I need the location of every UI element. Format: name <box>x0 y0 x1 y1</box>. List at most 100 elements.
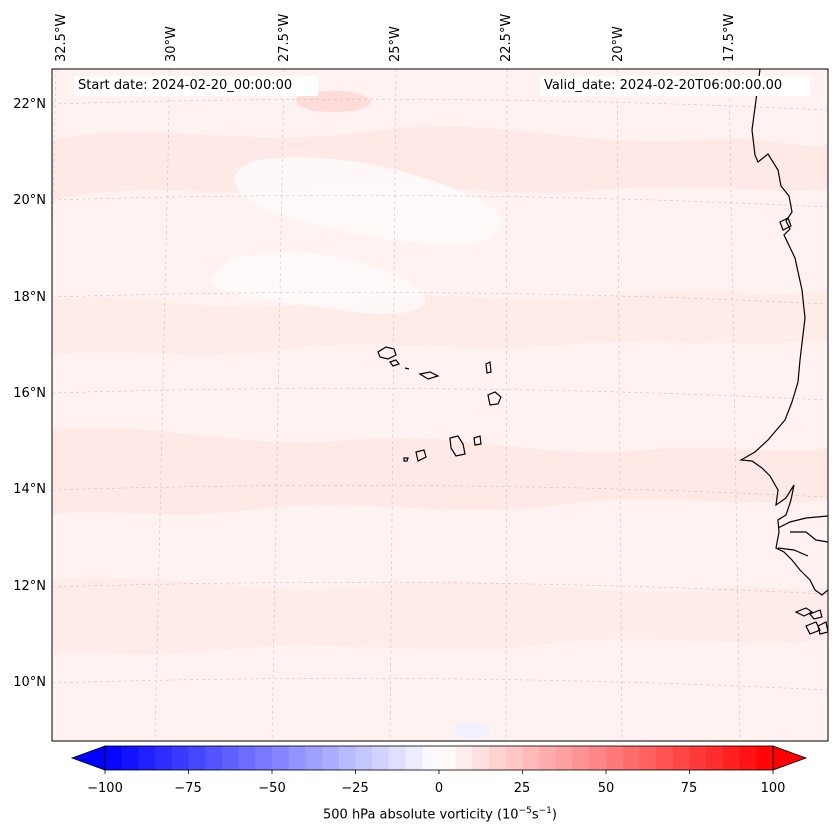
coastline <box>790 531 828 543</box>
island-outline <box>805 621 821 635</box>
colorbar-segment <box>121 746 139 770</box>
colorbar <box>70 745 808 774</box>
colorbar-segment <box>338 746 356 770</box>
colorbar-label-end: ) <box>551 807 557 823</box>
longitude-label: 30°W <box>164 26 179 62</box>
colorbar-segment <box>355 746 373 770</box>
vorticity-patch <box>210 251 426 314</box>
colorbar-segment <box>572 746 590 770</box>
meridian-gridline <box>389 69 397 741</box>
colorbar-segment <box>739 746 757 770</box>
island-outline <box>449 435 466 457</box>
colorbar-low-extend <box>70 745 106 771</box>
colorbar-high-extend <box>772 745 808 771</box>
island-outline <box>415 449 427 462</box>
colorbar-segment <box>539 746 557 770</box>
colorbar-segment <box>606 746 624 770</box>
coastline <box>777 515 828 529</box>
colorbar-segment <box>221 746 240 770</box>
colorbar-label: 500 hPa absolute vorticity (10−5s−1) <box>0 806 837 822</box>
meridian-gridline <box>616 69 623 741</box>
vorticity-field <box>52 69 828 741</box>
meridian-gridline <box>505 69 508 741</box>
colorbar-segment <box>656 746 674 770</box>
colorbar-segment <box>522 746 540 770</box>
colorbar-segment <box>305 746 323 770</box>
colorbar-segment <box>505 746 523 770</box>
colorbar-segment <box>255 746 273 770</box>
colorbar-segment <box>689 746 707 770</box>
colorbar-label-exp1: −5 <box>518 806 532 816</box>
cape-verde-islands <box>377 346 502 462</box>
colorbar-segment <box>205 746 223 770</box>
meridian-gridline <box>154 69 171 741</box>
latitude-label: 12°N <box>13 579 46 594</box>
colorbar-segment <box>388 746 407 770</box>
colorbar-segment <box>105 746 123 770</box>
latitude-label: 14°N <box>13 482 46 497</box>
colorbar-segment <box>622 746 640 770</box>
coastline <box>777 547 809 557</box>
latitude-label: 16°N <box>13 386 46 401</box>
latitude-label: 18°N <box>13 290 46 305</box>
parallel-gridline <box>52 98 828 111</box>
colorbar-segment <box>589 746 607 770</box>
map-frame <box>51 68 829 742</box>
colorbar-tick-label: 0 <box>434 781 444 796</box>
colorbar-segment <box>455 746 473 770</box>
parallel-gridline <box>52 292 828 305</box>
island-outline <box>487 391 502 406</box>
colorbar-segment <box>372 746 390 770</box>
vorticity-patch <box>52 577 828 655</box>
colorbar-segment <box>171 746 189 770</box>
island-outline <box>794 607 814 617</box>
coastline <box>739 69 828 596</box>
longitude-label: 17.5°W <box>722 13 737 62</box>
meridian-gridline <box>271 69 285 741</box>
vorticity-patch <box>295 90 371 112</box>
start-date-text: Start date: 2024-02-20_00:00:00 <box>78 78 293 93</box>
island-outline <box>779 217 792 231</box>
colorbar-segment <box>272 746 290 770</box>
colorbar-segment <box>155 746 173 770</box>
colorbar-segment <box>472 746 490 770</box>
parallel-gridline <box>52 678 828 691</box>
colorbar-tick-label: −25 <box>341 781 369 796</box>
colorbar-segment <box>188 746 206 770</box>
vorticity-patch <box>52 290 828 355</box>
parallel-gridline <box>52 388 828 401</box>
colorbar-segment <box>422 746 440 770</box>
parallel-gridline <box>52 582 828 595</box>
latitude-label: 20°N <box>13 193 46 208</box>
island-outline <box>377 346 397 360</box>
colorbar-label-text: 500 hPa absolute vorticity (10 <box>323 807 519 823</box>
vorticity-patch <box>234 157 501 246</box>
colorbar-tick-label: 50 <box>597 781 615 796</box>
longitude-label: 27.5°W <box>277 13 292 62</box>
colorbar-tick-label: 100 <box>760 781 786 796</box>
colorbar-label-unit: s <box>531 807 539 823</box>
island-outline <box>485 361 492 374</box>
parallel-gridline <box>52 485 828 498</box>
colorbar-segment <box>238 746 256 770</box>
colorbar-tick-label: −100 <box>87 781 123 796</box>
colorbar-segment <box>672 746 690 770</box>
colorbar-segment <box>288 746 306 770</box>
gridlines <box>52 69 828 741</box>
latitude-label: 10°N <box>13 675 46 690</box>
island-outline <box>473 435 482 446</box>
colorbar-tick-label: −50 <box>258 781 286 796</box>
parallel-gridline <box>52 195 828 208</box>
island-outline <box>418 371 440 380</box>
island-outline <box>817 621 828 635</box>
longitude-label: 25°W <box>388 26 403 62</box>
colorbar-segment <box>138 746 156 770</box>
colorbar-segment <box>555 746 574 770</box>
island-outline <box>403 457 409 462</box>
colorbar-tick-label: 75 <box>680 781 698 796</box>
island-outline <box>389 359 400 367</box>
vorticity-patch <box>52 427 828 515</box>
colorbar-segment <box>439 746 457 770</box>
start-date-label: Start date: 2024-02-20_00:00:00 <box>74 76 318 96</box>
colorbar-segment <box>405 746 423 770</box>
